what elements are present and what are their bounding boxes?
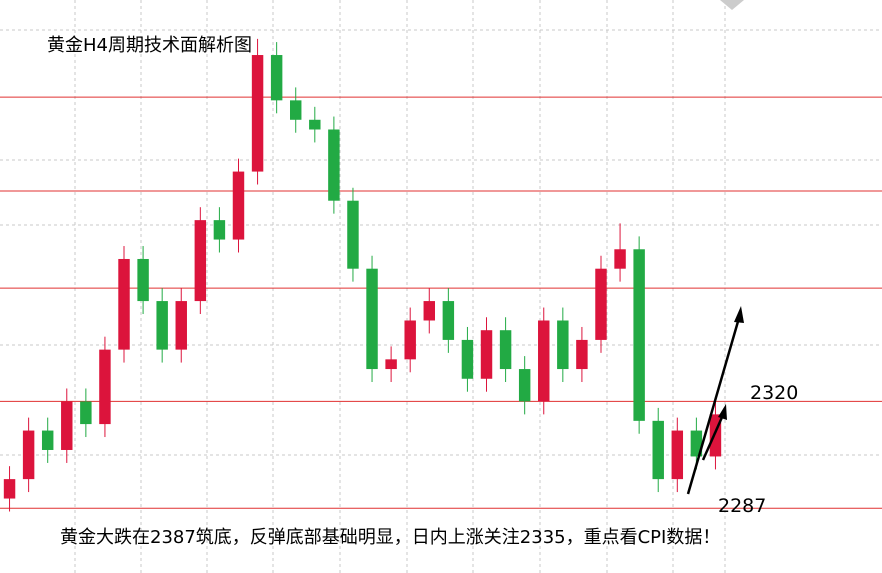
candle-body <box>709 414 722 457</box>
candle-body <box>213 220 226 240</box>
corner-marker <box>720 0 744 10</box>
candle-body <box>137 258 149 302</box>
candle-body <box>290 100 302 120</box>
candle-body <box>61 401 73 450</box>
candle-body <box>156 301 168 350</box>
candle-body <box>633 249 645 421</box>
marks <box>0 38 882 512</box>
candle-body <box>423 301 435 321</box>
candle-body <box>3 479 16 499</box>
candle-body <box>614 249 626 269</box>
candle-body <box>652 420 664 480</box>
candle-body <box>461 339 474 379</box>
candle-body <box>499 330 512 370</box>
candle-body <box>80 401 92 425</box>
caption: 黄金大跌在2387筑底，反弹底部基础明显，日内上涨关注2335，重点看CPI数据… <box>60 527 720 548</box>
candle-body <box>366 268 378 370</box>
candle-body <box>442 301 455 340</box>
candle-body <box>251 55 264 172</box>
candle-body <box>518 369 531 402</box>
candle-body <box>347 200 359 269</box>
candle-body <box>309 119 321 130</box>
candle-body <box>480 330 493 379</box>
candle-body <box>404 320 416 360</box>
candle-body <box>41 430 54 450</box>
candle-body <box>118 258 130 350</box>
candle-body <box>385 359 397 370</box>
candle-body <box>595 268 607 340</box>
candle-body <box>175 301 187 350</box>
level-label: 2287 <box>718 495 766 517</box>
candle-body <box>538 320 550 402</box>
candle-body <box>576 339 588 370</box>
candle-body <box>690 430 703 457</box>
chart-title: 黄金H4周期技术面解析图 <box>47 35 252 56</box>
candle-body <box>99 349 111 425</box>
candle-body <box>557 320 569 370</box>
candle-body <box>232 171 245 240</box>
candle-body <box>22 430 35 480</box>
candle-body <box>671 430 684 480</box>
candle-body <box>194 220 207 302</box>
level-label: 2320 <box>750 382 798 404</box>
candle-body <box>270 55 283 101</box>
arrows <box>686 306 744 495</box>
candle-body <box>328 129 340 201</box>
